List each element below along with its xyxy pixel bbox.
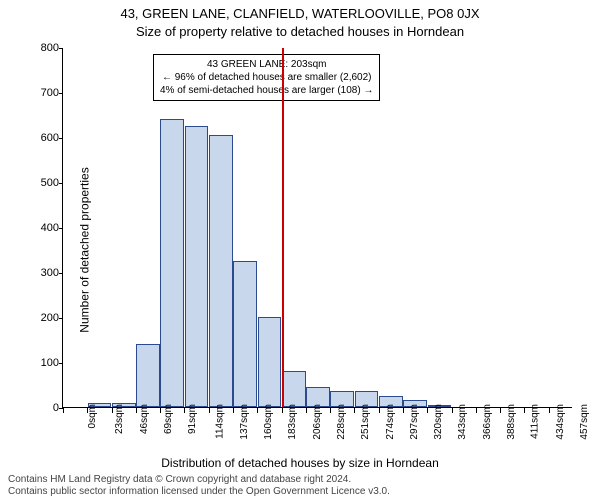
x-tick-mark <box>524 407 525 413</box>
y-tick-mark <box>59 363 63 364</box>
x-tick-mark <box>500 407 501 413</box>
x-tick-label: 137sqm <box>239 404 250 440</box>
x-tick-mark <box>354 407 355 413</box>
x-tick-mark <box>403 407 404 413</box>
x-tick-label: 297sqm <box>409 404 420 440</box>
license-text: Contains HM Land Registry data © Crown c… <box>8 474 390 498</box>
x-tick-mark <box>257 407 258 413</box>
y-tick-mark <box>59 273 63 274</box>
x-tick-label: 457sqm <box>579 404 590 440</box>
x-tick-label: 251sqm <box>360 404 371 440</box>
x-tick-label: 91sqm <box>187 404 198 434</box>
histogram-bar <box>136 344 160 407</box>
y-tick-mark <box>59 138 63 139</box>
histogram-bar <box>233 261 257 407</box>
y-tick-label: 0 <box>25 402 59 414</box>
x-tick-label: 366sqm <box>481 404 492 440</box>
x-tick-label: 23sqm <box>114 404 125 434</box>
x-tick-mark <box>306 407 307 413</box>
x-tick-label: 69sqm <box>163 404 174 434</box>
x-tick-mark <box>379 407 380 413</box>
y-tick-mark <box>59 48 63 49</box>
x-tick-mark <box>136 407 137 413</box>
x-tick-label: 343sqm <box>457 404 468 440</box>
y-tick-label: 700 <box>25 87 59 99</box>
callout-line1: 43 GREEN LANE: 203sqm <box>160 58 373 71</box>
x-tick-mark <box>184 407 185 413</box>
x-tick-mark <box>160 407 161 413</box>
x-tick-mark <box>209 407 210 413</box>
x-tick-mark <box>452 407 453 413</box>
x-tick-label: 274sqm <box>384 404 395 440</box>
reference-callout: 43 GREEN LANE: 203sqm ← 96% of detached … <box>153 54 380 101</box>
chart-title-line2: Size of property relative to detached ho… <box>0 24 600 39</box>
x-tick-mark <box>63 407 64 413</box>
license-line2: Contains public sector information licen… <box>8 486 390 498</box>
x-tick-label: 46sqm <box>139 404 150 434</box>
x-tick-mark <box>112 407 113 413</box>
y-tick-mark <box>59 93 63 94</box>
x-tick-label: 228sqm <box>336 404 347 440</box>
y-tick-mark <box>59 228 63 229</box>
y-tick-label: 400 <box>25 222 59 234</box>
x-tick-label: 114sqm <box>214 404 225 439</box>
x-tick-mark <box>233 407 234 413</box>
y-tick-label: 200 <box>25 312 59 324</box>
y-tick-label: 100 <box>25 357 59 369</box>
callout-line3: 4% of semi-detached houses are larger (1… <box>160 84 373 97</box>
x-tick-mark <box>549 407 550 413</box>
x-tick-mark <box>330 407 331 413</box>
y-tick-label: 300 <box>25 267 59 279</box>
histogram-bar <box>209 135 233 407</box>
y-tick-label: 800 <box>25 42 59 54</box>
reference-line <box>282 48 284 407</box>
x-tick-mark <box>427 407 428 413</box>
histogram-bar <box>160 119 184 407</box>
chart-title-line1: 43, GREEN LANE, CLANFIELD, WATERLOOVILLE… <box>0 6 600 21</box>
x-tick-label: 320sqm <box>433 404 444 440</box>
x-tick-label: 388sqm <box>506 404 517 440</box>
x-tick-mark <box>87 407 88 413</box>
histogram-bar <box>282 371 306 407</box>
y-tick-mark <box>59 183 63 184</box>
callout-line2: ← 96% of detached houses are smaller (2,… <box>160 71 373 84</box>
y-tick-label: 600 <box>25 132 59 144</box>
y-tick-label: 500 <box>25 177 59 189</box>
x-tick-mark <box>282 407 283 413</box>
x-tick-label: 0sqm <box>87 404 98 428</box>
plot-area: 43 GREEN LANE: 203sqm ← 96% of detached … <box>62 48 572 408</box>
y-tick-mark <box>59 318 63 319</box>
x-tick-label: 160sqm <box>263 404 274 440</box>
x-axis-label: Distribution of detached houses by size … <box>0 456 600 470</box>
histogram-bar <box>258 317 282 407</box>
x-tick-label: 411sqm <box>530 404 541 439</box>
x-tick-label: 206sqm <box>311 404 322 440</box>
x-tick-label: 434sqm <box>554 404 565 440</box>
bars-layer <box>63 48 572 407</box>
chart-container: 43, GREEN LANE, CLANFIELD, WATERLOOVILLE… <box>0 0 600 500</box>
histogram-bar <box>185 126 209 407</box>
x-tick-label: 183sqm <box>287 404 298 440</box>
x-tick-mark <box>476 407 477 413</box>
license-line1: Contains HM Land Registry data © Crown c… <box>8 474 390 486</box>
